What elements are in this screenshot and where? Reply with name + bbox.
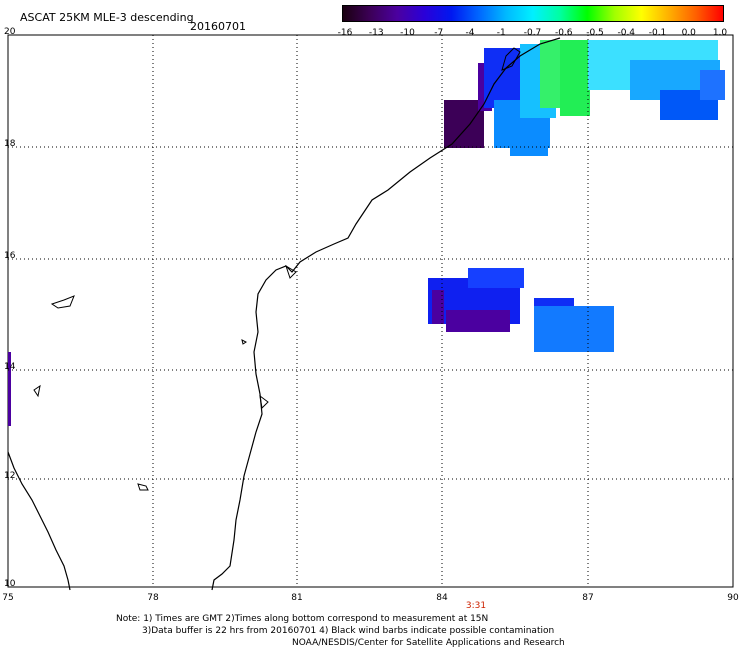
island-2 [33, 384, 41, 398]
colorbar-tick-label: -16 [337, 28, 353, 38]
colorbar-tick-label: -4 [465, 28, 475, 38]
longitude-label: 87 [582, 593, 594, 603]
longitude-label: 81 [291, 593, 303, 603]
gridlines [8, 35, 733, 587]
latitude-label: 18 [4, 139, 16, 149]
colorbar-tick-label: -0.6 [554, 28, 573, 38]
latitude-label: 20 [4, 27, 16, 37]
latitude-label: 12 [4, 471, 16, 481]
swath-west-edge [8, 352, 11, 426]
west-coastline [7, 451, 71, 591]
colorbar-tick-label: -7 [434, 28, 444, 38]
swath-north [444, 40, 725, 156]
island-1 [50, 295, 75, 309]
swath-south [428, 268, 614, 352]
island-3 [137, 483, 149, 491]
colorbar [342, 5, 724, 22]
colorbar-tick-label: -0.7 [523, 28, 542, 38]
latitude-label: 10 [4, 579, 16, 589]
footer-credit: NOAA/NESDIS/Center for Satellite Applica… [292, 638, 565, 648]
footer-note-1: Note: 1) Times are GMT 2)Times along bot… [116, 614, 489, 624]
longitude-label: 90 [727, 593, 739, 603]
latitude-label: 14 [4, 362, 16, 372]
pulicat-lake [285, 264, 297, 279]
colorbar-tick-label: -10 [400, 28, 415, 38]
colorbar-tick-label: -0.4 [617, 28, 636, 38]
colorbar-tick-label: 1.0 [712, 28, 728, 38]
time-label: 3:31 [465, 601, 487, 611]
product-date: 20160701 [190, 20, 246, 33]
colorbar-tick-label: -13 [368, 28, 384, 38]
latitude-label: 16 [4, 251, 16, 261]
coastal-inlet [259, 394, 269, 410]
longitude-label: 78 [147, 593, 159, 603]
footer-note-2: 3)Data buffer is 22 hrs from 20160701 4)… [142, 626, 555, 636]
longitude-label: 75 [2, 593, 14, 603]
colorbar-tick-label: 0.0 [681, 28, 696, 38]
colorbar-tick-label: -0.1 [648, 28, 667, 38]
coastline [211, 37, 561, 591]
map-frame [7, 34, 734, 588]
island-4 [241, 339, 247, 345]
delta-island [501, 47, 521, 71]
colorbar-tick-label: -0.5 [586, 28, 604, 38]
product-title: ASCAT 25KM MLE-3 descending [20, 11, 194, 24]
longitude-label: 84 [436, 593, 448, 603]
colorbar-tick-label: -1 [496, 28, 506, 38]
